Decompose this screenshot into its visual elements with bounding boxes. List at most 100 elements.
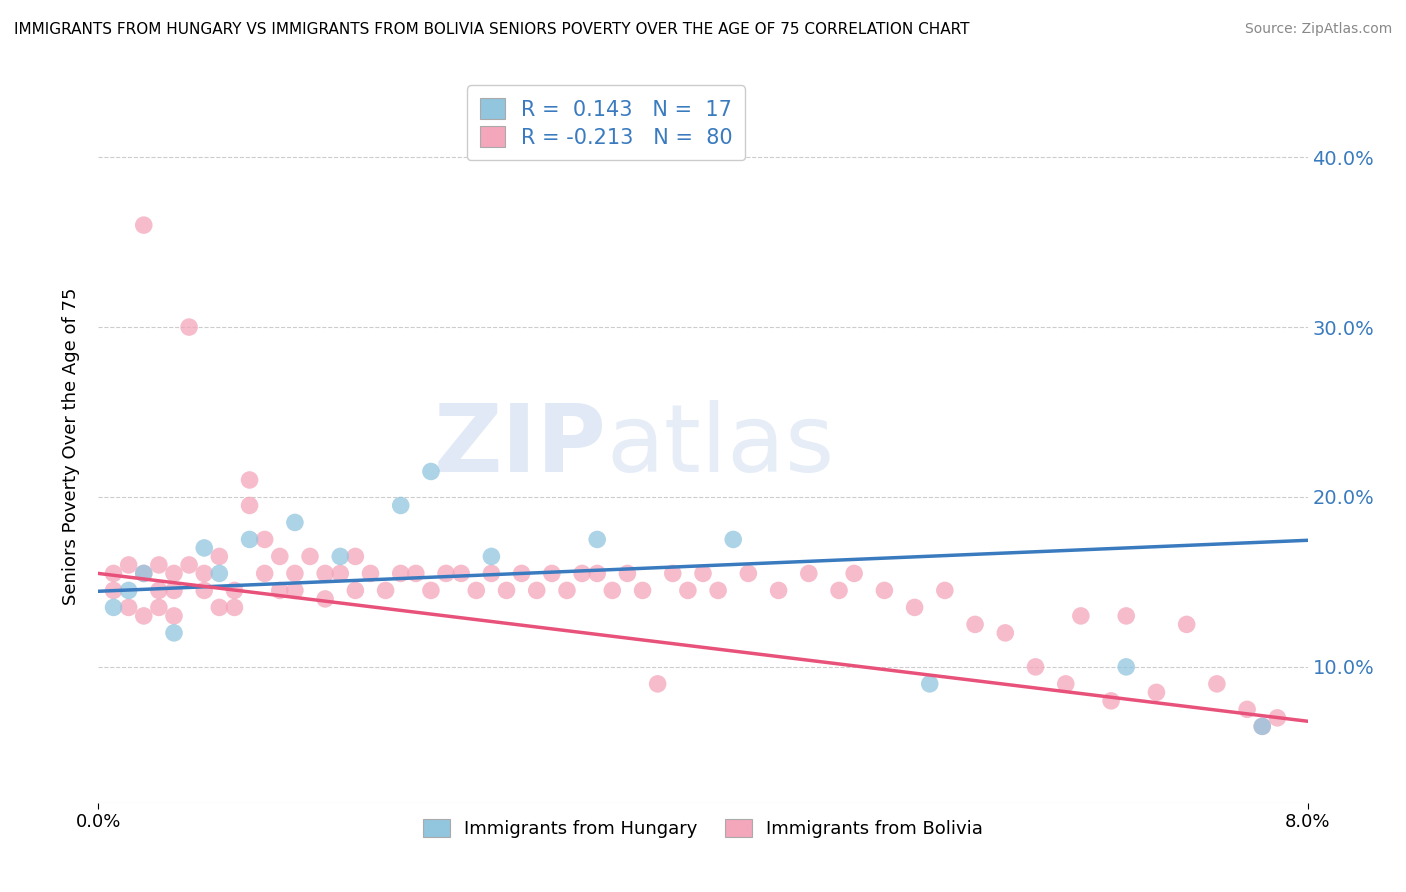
Point: [481, 566, 503, 581]
Point: [737, 566, 759, 581]
Point: [239, 473, 262, 487]
Text: Source: ZipAtlas.com: Source: ZipAtlas.com: [1244, 22, 1392, 37]
Point: [526, 583, 548, 598]
Point: [434, 566, 457, 581]
Point: [132, 566, 155, 581]
Point: [148, 583, 170, 598]
Point: [163, 566, 186, 581]
Text: atlas: atlas: [606, 400, 835, 492]
Point: [118, 558, 141, 572]
Point: [344, 549, 367, 564]
Point: [374, 583, 396, 598]
Point: [586, 533, 609, 547]
Point: [616, 566, 638, 581]
Point: [208, 600, 231, 615]
Point: [465, 583, 488, 598]
Point: [540, 566, 562, 581]
Point: [1236, 702, 1258, 716]
Point: [314, 566, 336, 581]
Point: [360, 566, 382, 581]
Point: [1206, 677, 1229, 691]
Point: [481, 549, 503, 564]
Point: [148, 600, 170, 615]
Point: [132, 608, 155, 623]
Point: [420, 583, 443, 598]
Point: [314, 591, 336, 606]
Point: [239, 499, 262, 513]
Point: [1115, 660, 1137, 674]
Point: [208, 566, 231, 581]
Point: [661, 566, 683, 581]
Point: [1054, 677, 1077, 691]
Point: [299, 549, 322, 564]
Point: [768, 583, 790, 598]
Point: [269, 583, 291, 598]
Point: [208, 549, 231, 564]
Point: [179, 320, 201, 334]
Point: [707, 583, 730, 598]
Point: [179, 558, 201, 572]
Point: [329, 549, 352, 564]
Point: [510, 566, 533, 581]
Text: ZIP: ZIP: [433, 400, 606, 492]
Point: [647, 677, 669, 691]
Point: [723, 533, 745, 547]
Point: [163, 583, 186, 598]
Point: [344, 583, 367, 598]
Point: [193, 566, 215, 581]
Text: IMMIGRANTS FROM HUNGARY VS IMMIGRANTS FROM BOLIVIA SENIORS POVERTY OVER THE AGE : IMMIGRANTS FROM HUNGARY VS IMMIGRANTS FR…: [14, 22, 970, 37]
Legend: Immigrants from Hungary, Immigrants from Bolivia: Immigrants from Hungary, Immigrants from…: [413, 810, 993, 847]
Point: [676, 583, 699, 598]
Point: [602, 583, 624, 598]
Point: [103, 583, 125, 598]
Point: [1025, 660, 1047, 674]
Point: [1099, 694, 1122, 708]
Point: [103, 600, 125, 615]
Point: [918, 677, 941, 691]
Point: [1146, 685, 1168, 699]
Point: [253, 566, 276, 581]
Point: [797, 566, 820, 581]
Point: [873, 583, 896, 598]
Point: [118, 600, 141, 615]
Point: [631, 583, 654, 598]
Point: [571, 566, 593, 581]
Point: [224, 600, 246, 615]
Point: [994, 626, 1017, 640]
Point: [495, 583, 517, 598]
Y-axis label: Seniors Poverty Over the Age of 75: Seniors Poverty Over the Age of 75: [62, 287, 80, 605]
Point: [118, 583, 141, 598]
Point: [163, 626, 186, 640]
Point: [828, 583, 851, 598]
Point: [284, 516, 307, 530]
Point: [1251, 719, 1274, 733]
Point: [1251, 719, 1274, 733]
Point: [420, 465, 443, 479]
Point: [1070, 608, 1092, 623]
Point: [405, 566, 427, 581]
Point: [692, 566, 714, 581]
Point: [148, 558, 170, 572]
Point: [1115, 608, 1137, 623]
Point: [450, 566, 472, 581]
Point: [555, 583, 578, 598]
Point: [253, 533, 276, 547]
Point: [904, 600, 927, 615]
Point: [284, 566, 307, 581]
Point: [389, 499, 412, 513]
Point: [1175, 617, 1198, 632]
Point: [965, 617, 987, 632]
Point: [193, 541, 215, 555]
Point: [934, 583, 956, 598]
Point: [586, 566, 609, 581]
Point: [132, 218, 155, 232]
Point: [132, 566, 155, 581]
Point: [284, 583, 307, 598]
Point: [844, 566, 866, 581]
Point: [389, 566, 412, 581]
Point: [1267, 711, 1289, 725]
Point: [269, 549, 291, 564]
Point: [329, 566, 352, 581]
Point: [103, 566, 125, 581]
Point: [163, 608, 186, 623]
